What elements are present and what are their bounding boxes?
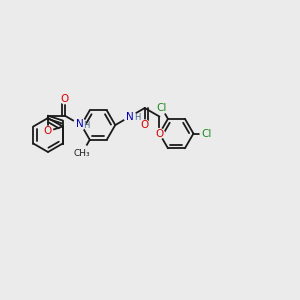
Text: N: N: [76, 119, 83, 129]
Circle shape: [154, 128, 164, 139]
Circle shape: [200, 128, 212, 140]
Circle shape: [60, 94, 70, 104]
Text: CH₃: CH₃: [74, 148, 90, 158]
Circle shape: [156, 102, 168, 114]
Text: O: O: [61, 94, 69, 104]
Text: H: H: [134, 113, 140, 122]
Text: H: H: [84, 121, 90, 130]
Circle shape: [124, 110, 136, 122]
Text: O: O: [155, 128, 164, 139]
Text: O: O: [44, 126, 52, 136]
Circle shape: [140, 120, 150, 130]
Text: N: N: [126, 112, 134, 122]
Text: Cl: Cl: [156, 103, 167, 113]
Circle shape: [74, 118, 86, 130]
Circle shape: [74, 145, 90, 161]
Text: Cl: Cl: [201, 128, 211, 139]
Circle shape: [43, 126, 53, 136]
Text: O: O: [141, 120, 149, 130]
